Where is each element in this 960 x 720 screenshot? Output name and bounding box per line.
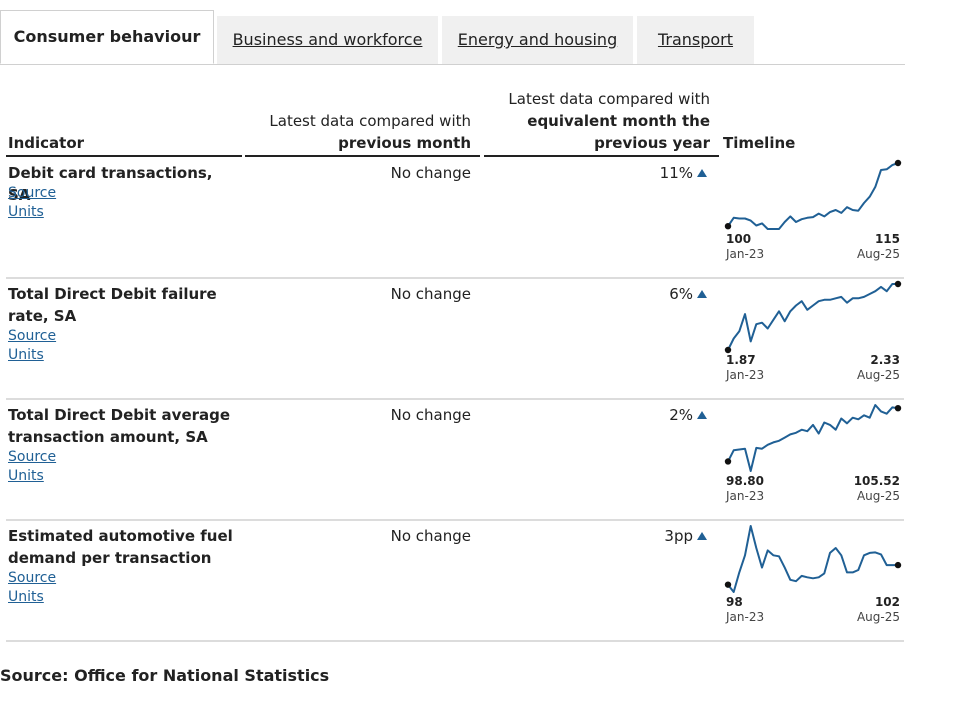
sparkline-chart: 98.80 105.52 Jan-23 Aug-25 — [724, 404, 902, 503]
indicator-title-line: Total Direct Debit failure — [8, 285, 217, 303]
sparkline-start-value: 98 — [726, 595, 743, 609]
indicator-title-line: Estimated automotive fuel — [8, 527, 233, 545]
header-month-line1: Latest data compared with — [269, 112, 471, 130]
sparkline-chart: 100 115 Jan-23 Aug-25 — [724, 159, 902, 261]
year-change: 2% — [484, 404, 707, 426]
sparkline-series — [727, 404, 899, 472]
year-change: 6% — [484, 283, 707, 305]
sparkline-start-marker — [724, 222, 732, 230]
indicator-title: Total Direct Debit average transaction am… — [8, 404, 233, 448]
header-year-line2: equivalent month the — [527, 112, 710, 130]
sparkline-end-date: Aug-25 — [857, 489, 900, 503]
month-change: No change — [390, 527, 471, 545]
sparkline-end-value: 2.33 — [870, 353, 900, 367]
up-triangle-icon — [697, 169, 707, 177]
indicator-title: Debit card transactions, SA — [8, 162, 233, 206]
sparkline-series — [727, 283, 898, 351]
tab-business-and-workforce[interactable]: Business and workforce — [217, 16, 438, 64]
sparkline-chart: 1.87 2.33 Jan-23 Aug-25 — [724, 280, 902, 382]
indicator-title-line: transaction amount, SA — [8, 428, 208, 446]
year-change-value: 6% — [669, 285, 693, 303]
sparkline-series — [727, 162, 899, 230]
tab-label: Energy and housing — [457, 30, 618, 49]
units-link[interactable]: Units — [8, 204, 44, 220]
sparkline-end-marker — [894, 561, 902, 569]
month-change: No change — [390, 406, 471, 424]
year-change: 11% — [484, 162, 707, 184]
sparkline-end-date: Aug-25 — [857, 610, 900, 624]
month-change: No change — [390, 285, 471, 303]
header-timeline: Timeline — [723, 134, 796, 152]
sparkline-end-value: 105.52 — [854, 474, 900, 488]
up-triangle-icon — [697, 411, 707, 419]
tab-label: Consumer behaviour — [13, 27, 201, 46]
header-month-line2: previous month — [338, 134, 471, 152]
header-indicator: Indicator — [8, 134, 85, 152]
units-link[interactable]: Units — [8, 347, 44, 363]
tab-consumer-behaviour[interactable]: Consumer behaviour — [0, 10, 214, 64]
sparkline-end-value: 115 — [875, 232, 900, 246]
row-divider — [6, 277, 904, 279]
tab-energy-and-housing[interactable]: Energy and housing — [442, 16, 633, 64]
year-change-value: 11% — [659, 164, 693, 182]
sparkline-chart: 98 102 Jan-23 Aug-25 — [724, 525, 902, 624]
sparkline-end-date: Aug-25 — [857, 247, 900, 261]
sparkline-start-value: 98.80 — [726, 474, 764, 488]
sparkline-start-date: Jan-23 — [725, 489, 764, 503]
sparkline-start-value: 1.87 — [726, 353, 756, 367]
source-link[interactable]: Source — [8, 449, 57, 465]
sparkline-end-marker — [894, 404, 902, 412]
sparkline-end-value: 102 — [875, 595, 900, 609]
row-divider — [6, 640, 904, 642]
month-change: No change — [390, 164, 471, 182]
sparkline-end-date: Aug-25 — [857, 368, 900, 382]
sparkline-start-value: 100 — [726, 232, 751, 246]
units-link[interactable]: Units — [8, 468, 44, 484]
source-footer: Source: Office for National Statistics — [0, 666, 330, 685]
header-rule — [245, 155, 480, 157]
year-change: 3pp — [484, 525, 707, 547]
header-year: Latest data compared with equivalent mon… — [484, 88, 710, 154]
header-rule — [6, 155, 242, 157]
indicator-title-line: rate, SA — [8, 307, 77, 325]
sparkline-start-date: Jan-23 — [725, 368, 764, 382]
indicator-title-line: Total Direct Debit average — [8, 406, 231, 424]
sparkline-start-marker — [724, 581, 732, 588]
tab-label: Transport — [657, 30, 734, 49]
indicator-title-line: demand per transaction — [8, 549, 212, 567]
header-month: Latest data compared with previous month — [245, 110, 471, 154]
sparkline-end-marker — [894, 159, 902, 167]
sparkline-start-marker — [724, 458, 732, 465]
sparkline-start-date: Jan-23 — [725, 610, 764, 624]
sparkline-start-date: Jan-23 — [725, 247, 764, 261]
up-triangle-icon — [697, 532, 707, 540]
sparkline-series — [727, 525, 898, 593]
source-link[interactable]: Source — [8, 185, 57, 201]
indicator-title-line: Debit card transactions, SA — [8, 164, 213, 204]
sparkline-end-marker — [894, 280, 902, 288]
year-change-value: 3pp — [664, 527, 693, 545]
header-rule — [484, 155, 719, 157]
source-link[interactable]: Source — [8, 570, 57, 586]
tab-label: Business and workforce — [232, 30, 423, 49]
up-triangle-icon — [697, 290, 707, 298]
header-year-line3: previous year — [594, 134, 710, 152]
indicator-title: Estimated automotive fuel demand per tran… — [8, 525, 233, 569]
row-divider — [6, 519, 904, 521]
source-link[interactable]: Source — [8, 328, 57, 344]
sparkline-start-marker — [724, 346, 732, 354]
year-change-value: 2% — [669, 406, 693, 424]
indicator-title: Total Direct Debit failure rate, SA — [8, 283, 233, 327]
units-link[interactable]: Units — [8, 589, 44, 605]
tab-transport[interactable]: Transport — [637, 16, 754, 64]
tab-bar: Consumer behaviour Business and workforc… — [0, 10, 905, 65]
header-year-line1: Latest data compared with — [508, 90, 710, 108]
row-divider — [6, 398, 904, 400]
